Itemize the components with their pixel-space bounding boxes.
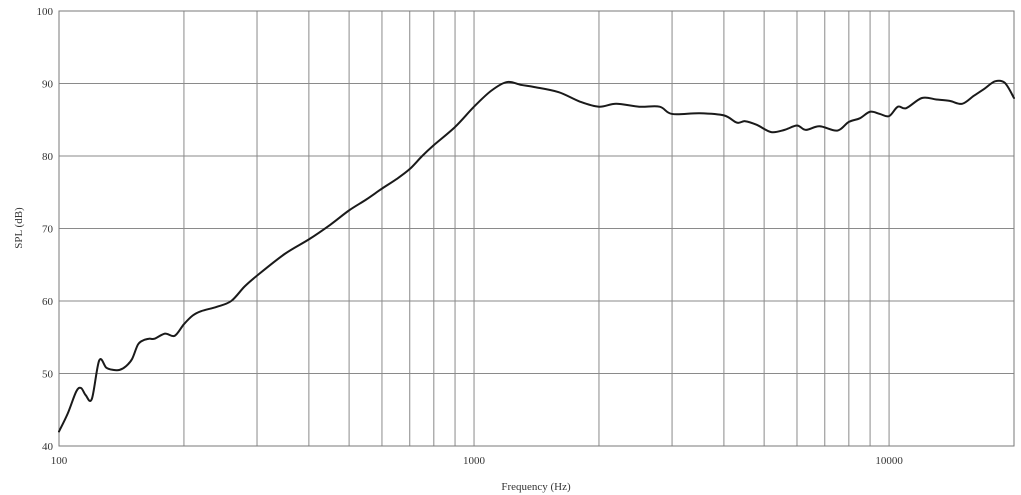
y-tick-label: 60 xyxy=(42,296,54,308)
y-tick-label: 80 xyxy=(42,151,54,163)
grid xyxy=(59,10,1014,447)
x-tick-label: 100 xyxy=(51,455,68,467)
y-tick-label: 100 xyxy=(37,6,54,18)
x-tick-label: 10000 xyxy=(875,455,903,467)
x-axis-label: Frequency (Hz) xyxy=(501,481,571,493)
y-tick-label: 50 xyxy=(42,369,54,381)
y-axis-label: SPL (dB) xyxy=(13,207,25,249)
y-axis-tick-labels: 40 50 60 70 80 90 100 xyxy=(37,6,54,453)
series-layer xyxy=(58,79,1015,433)
y-tick-label: 70 xyxy=(42,224,54,236)
y-tick-label: 40 xyxy=(42,441,54,453)
x-axis-tick-labels: 100 1000 10000 xyxy=(51,455,904,467)
x-tick-label: 1000 xyxy=(463,455,486,467)
plot-area xyxy=(58,10,1015,447)
y-tick-label: 90 xyxy=(42,79,54,91)
spl-response-line xyxy=(58,79,1015,433)
